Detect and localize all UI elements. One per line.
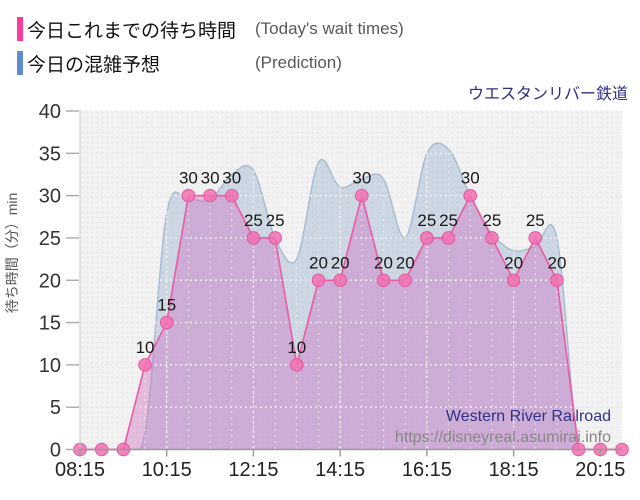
data-label: 20: [374, 253, 393, 272]
data-label: 30: [222, 169, 241, 188]
data-point-marker[interactable]: [355, 188, 369, 203]
data-point-marker[interactable]: [159, 315, 174, 330]
chart-legend: 今日これまでの待ち時間 (Today's wait times) 今日の混雑予想…: [17, 16, 404, 76]
data-point-marker[interactable]: [506, 273, 521, 288]
data-label: 25: [526, 211, 545, 230]
prediction-area-edge: [80, 142, 622, 451]
data-label: 25: [417, 211, 436, 230]
data-label: 20: [396, 253, 415, 272]
legend-swatch-prediction: [17, 51, 23, 75]
data-point-marker[interactable]: [528, 231, 543, 245]
y-tick-label: 10: [39, 355, 61, 377]
y-tick-label: 35: [39, 143, 61, 165]
y-tick-label: 20: [39, 270, 61, 292]
data-label: 25: [266, 211, 285, 230]
data-point-marker[interactable]: [224, 188, 239, 203]
data-label: 20: [547, 253, 566, 272]
legend-sub-prediction: (Prediction): [255, 53, 342, 72]
legend-item-today: 今日これまでの待ち時間 (Today's wait times): [17, 16, 404, 42]
data-point-marker[interactable]: [463, 188, 478, 203]
data-label: 20: [309, 253, 328, 272]
x-tick-label: 10:15: [142, 459, 192, 481]
prediction-area: [80, 143, 622, 450]
data-point-marker[interactable]: [441, 231, 456, 245]
y-tick-label: 30: [39, 186, 61, 208]
wait-line: [80, 193, 622, 451]
y-tick-label: 40: [39, 101, 61, 123]
data-label: 25: [482, 211, 501, 230]
legend-label-today: 今日これまでの待ち時間: [27, 20, 237, 42]
legend-sub-today: (Today's wait times): [255, 19, 404, 38]
data-label: 25: [439, 211, 458, 230]
data-point-marker[interactable]: [420, 231, 434, 245]
legend-swatch-today: [17, 17, 23, 41]
chart-title: ウエスタンリバー鉄道: [467, 86, 628, 103]
data-point-marker[interactable]: [333, 273, 347, 288]
data-label: 15: [157, 296, 176, 315]
y-tick-label: 15: [39, 313, 61, 335]
y-tick-label: 25: [39, 228, 61, 250]
y-tick-label: 5: [50, 397, 61, 419]
x-tick-label: 20:15: [575, 459, 625, 481]
watermark-title: Western River Railroad: [446, 408, 611, 425]
y-tick-label: 0: [50, 440, 61, 462]
data-label: 20: [331, 253, 350, 272]
data-point-marker[interactable]: [376, 273, 391, 288]
x-tick-label: 18:15: [489, 459, 539, 481]
data-point-marker[interactable]: [550, 273, 564, 288]
data-point-marker[interactable]: [311, 273, 326, 288]
data-label: 20: [504, 253, 523, 272]
x-tick-label: 16:15: [402, 459, 452, 481]
y-axis-title: 待ち時間（分）min: [4, 193, 20, 314]
data-label: 30: [352, 169, 371, 188]
data-point-marker[interactable]: [138, 358, 152, 372]
x-tick-label: 14:15: [315, 459, 365, 481]
data-label: 10: [136, 338, 155, 357]
data-label: 10: [287, 338, 306, 357]
data-point-marker[interactable]: [290, 358, 304, 372]
data-label: 25: [244, 211, 263, 230]
data-point-marker[interactable]: [181, 188, 196, 203]
data-point-marker[interactable]: [485, 231, 499, 245]
legend-item-prediction: 今日の混雑予想 (Prediction): [17, 50, 404, 76]
data-point-marker[interactable]: [246, 231, 261, 245]
data-label: 30: [179, 169, 198, 188]
x-tick-label: 08:15: [55, 459, 105, 481]
legend-label-prediction: 今日の混雑予想: [27, 54, 161, 76]
data-label: 30: [201, 169, 220, 188]
data-point-marker[interactable]: [203, 188, 217, 203]
data-label: 30: [461, 169, 480, 188]
data-point-marker[interactable]: [268, 231, 282, 245]
x-tick-label: 12:15: [228, 459, 278, 481]
watermark-url[interactable]: https://disneyreal.asumirai.info: [395, 429, 611, 446]
data-point-marker[interactable]: [398, 273, 413, 288]
